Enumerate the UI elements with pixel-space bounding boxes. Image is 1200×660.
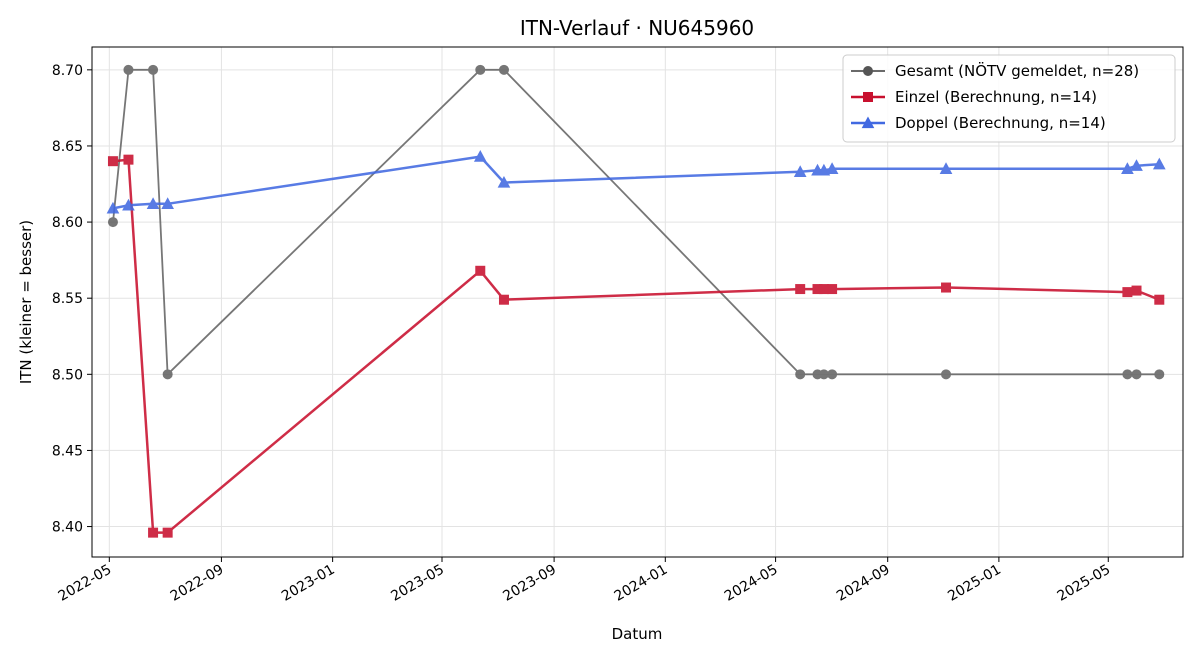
data-point [473,150,487,162]
series-circle-group [107,64,1165,380]
data-point [107,156,118,167]
data-point [825,162,839,174]
series-triangle-group [106,150,1166,214]
data-point [123,64,134,75]
data-point [1154,294,1165,305]
y-tick-label: 8.60 [52,215,83,231]
data-point [498,294,509,305]
legend-box [842,54,1176,143]
data-point [795,284,806,295]
data-point [148,527,159,538]
data-point [941,369,952,380]
data-point [818,284,829,295]
y-axis: 8.40 8.45 8.50 8.55 8.60 8.65 8.70 [52,63,92,536]
data-point [162,369,173,380]
data-point [1122,287,1133,298]
data-point [1154,369,1165,380]
data-point [475,265,486,276]
data-point [941,282,952,293]
chart-title: ITN-Verlauf · NU645960 [520,16,754,40]
y-axis-label: ITN (kleiner = besser) [17,220,35,384]
x-axis-label: Datum [612,625,663,643]
y-tick-label: 8.65 [52,139,83,155]
data-point [161,197,174,209]
legend-marker [863,66,873,76]
series-line [112,68,1160,376]
legend-entry: Gesamt (NÖTV gemeldet, n=28) [895,61,1139,80]
legend: Gesamt (NÖTV gemeldet, n=28) Einzel (Bere… [842,54,1176,143]
data-point [148,64,159,75]
legend-marker [863,92,873,102]
data-point [795,369,806,380]
data-point [1121,162,1134,174]
data-point [497,175,511,188]
data-point [146,197,160,209]
series-layer [106,64,1166,538]
series-square-group [107,154,1165,538]
y-tick-label: 8.45 [52,443,83,459]
data-point [793,165,807,178]
data-point [122,198,135,211]
data-point [827,369,838,380]
data-point [162,527,173,538]
plot-frame [91,46,1184,558]
data-point [498,64,509,75]
y-tick-label: 8.55 [52,291,83,307]
legend-entry: Doppel (Berechnung, n=14) [895,114,1106,132]
data-point [475,64,486,75]
data-point [1130,159,1143,171]
data-point [827,284,838,295]
y-tick-label: 8.70 [52,63,83,79]
data-point [1122,369,1133,380]
legend-marker [861,116,875,129]
data-point [939,162,953,174]
data-point [106,201,120,214]
data-point [107,217,118,228]
data-point [1131,369,1142,380]
data-point [818,369,829,380]
data-point [1131,285,1142,296]
data-point [1152,157,1166,170]
legend-entry: Einzel (Berechnung, n=14) [895,88,1097,106]
data-point [123,154,134,165]
y-tick-label: 8.50 [52,367,83,383]
y-tick-label: 8.40 [52,520,83,536]
